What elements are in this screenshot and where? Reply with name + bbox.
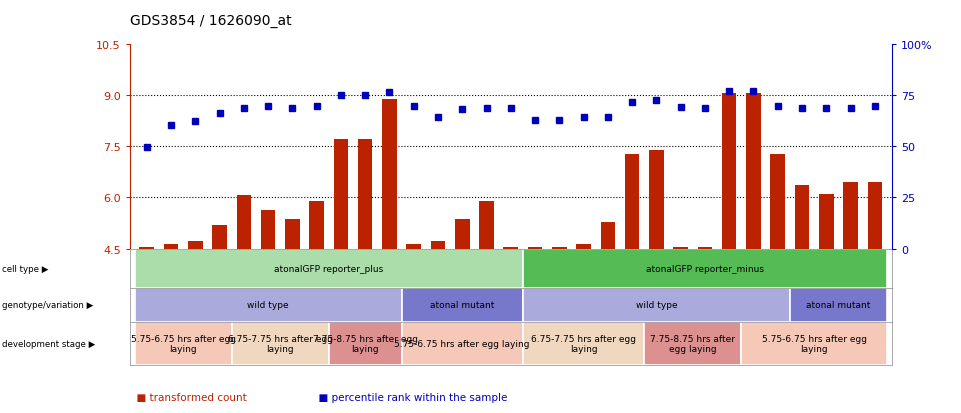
Bar [771, 154, 785, 249]
Bar [329, 322, 402, 366]
Text: atonal mutant: atonal mutant [806, 301, 871, 310]
Bar [135, 249, 523, 288]
Bar [649, 150, 664, 249]
Text: 7.75-8.75 hrs after
egg laying: 7.75-8.75 hrs after egg laying [651, 334, 735, 354]
Text: ■ transformed count: ■ transformed count [130, 392, 246, 402]
Bar [601, 223, 615, 249]
Text: genotype/variation ▶: genotype/variation ▶ [2, 301, 93, 310]
Bar [868, 183, 882, 249]
Text: wild type: wild type [635, 301, 678, 310]
Text: 6.75-7.75 hrs after egg
laying: 6.75-7.75 hrs after egg laying [228, 334, 333, 354]
Bar [135, 322, 232, 366]
Bar [523, 249, 887, 288]
Bar [790, 288, 887, 322]
Bar [407, 244, 421, 249]
Bar [698, 247, 712, 249]
Bar [402, 322, 523, 366]
Bar [625, 154, 639, 249]
Text: cell type ▶: cell type ▶ [2, 264, 48, 273]
Bar [480, 202, 494, 249]
Bar [236, 195, 251, 249]
Bar [163, 244, 179, 249]
Text: GDS3854 / 1626090_at: GDS3854 / 1626090_at [130, 14, 291, 28]
Bar [819, 195, 833, 249]
Bar [232, 322, 329, 366]
Bar [285, 219, 300, 249]
Bar [260, 211, 276, 249]
Bar [674, 247, 688, 249]
Text: wild type: wild type [247, 301, 289, 310]
Text: 6.75-7.75 hrs after egg
laying: 6.75-7.75 hrs after egg laying [531, 334, 636, 354]
Text: 7.75-8.75 hrs after egg
laying: 7.75-8.75 hrs after egg laying [312, 334, 418, 354]
Bar [528, 247, 542, 249]
Bar [333, 139, 348, 249]
Bar [139, 247, 154, 249]
Bar [722, 94, 736, 249]
Bar [382, 100, 397, 249]
Bar [402, 288, 523, 322]
Text: 5.75-6.75 hrs after egg
laying: 5.75-6.75 hrs after egg laying [131, 334, 235, 354]
Bar [795, 186, 809, 249]
Text: development stage ▶: development stage ▶ [2, 339, 95, 348]
Text: 5.75-6.75 hrs after egg
laying: 5.75-6.75 hrs after egg laying [762, 334, 867, 354]
Text: 5.75-6.75 hrs after egg laying: 5.75-6.75 hrs after egg laying [394, 339, 530, 348]
Bar [741, 322, 887, 366]
Bar [309, 202, 324, 249]
Bar [135, 288, 402, 322]
Text: atonal mutant: atonal mutant [430, 301, 494, 310]
Bar [843, 183, 858, 249]
Bar [504, 247, 518, 249]
Bar [523, 288, 790, 322]
Bar [357, 139, 373, 249]
Bar [212, 225, 227, 249]
Bar [746, 94, 761, 249]
Bar [431, 242, 445, 249]
Bar [552, 247, 567, 249]
Text: ■ percentile rank within the sample: ■ percentile rank within the sample [312, 392, 507, 402]
Bar [577, 244, 591, 249]
Bar [188, 242, 203, 249]
Text: atonalGFP reporter_minus: atonalGFP reporter_minus [646, 264, 764, 273]
Bar [523, 322, 644, 366]
Bar [644, 322, 741, 366]
Text: atonalGFP reporter_plus: atonalGFP reporter_plus [274, 264, 383, 273]
Bar [455, 219, 470, 249]
